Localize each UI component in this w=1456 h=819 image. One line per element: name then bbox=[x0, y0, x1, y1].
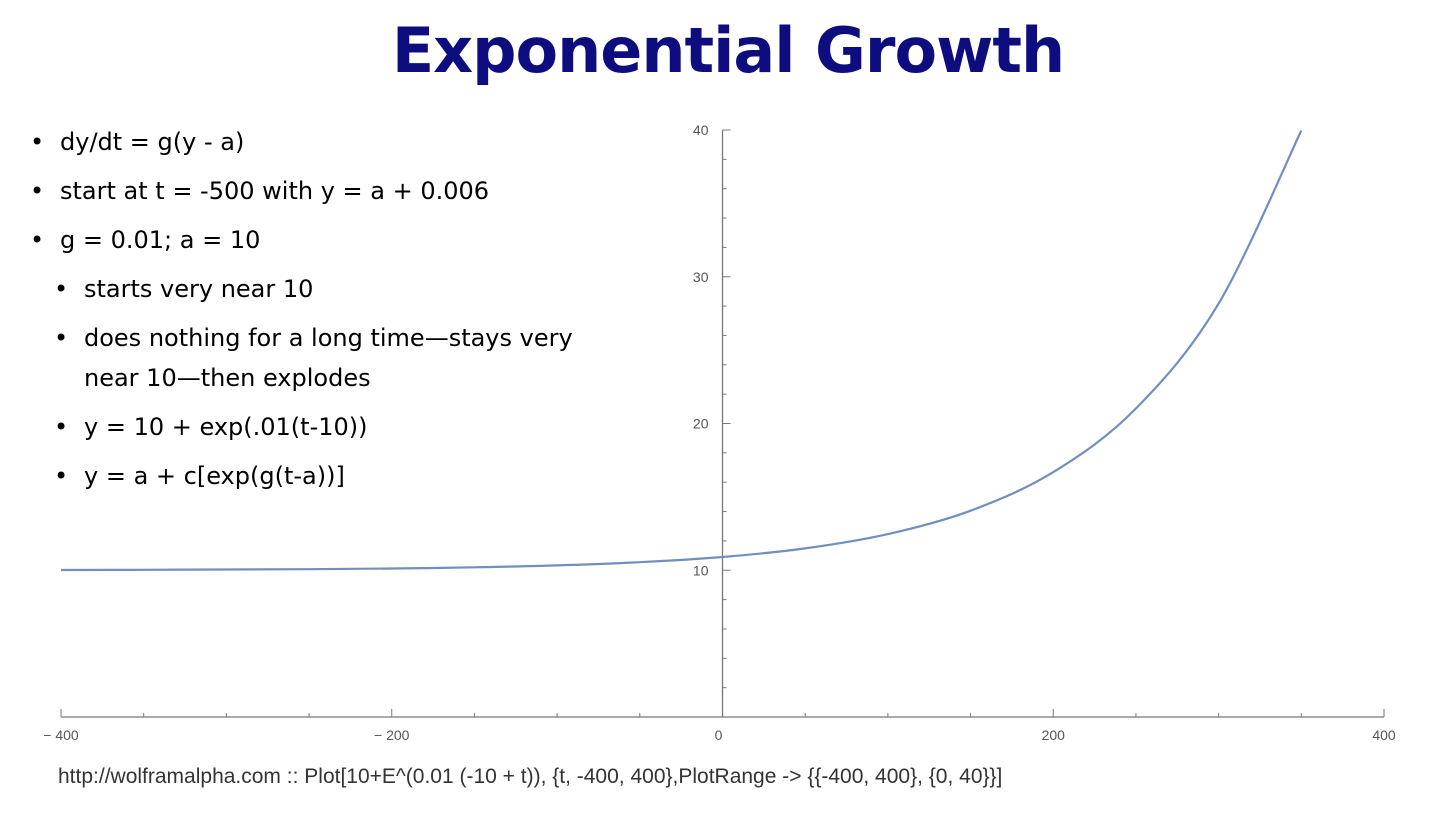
chart-ticks bbox=[60, 129, 1385, 717]
x-tick-label: 200 bbox=[1042, 727, 1066, 743]
sub-bullet-item: y = a + c[exp(g(t-a))] bbox=[30, 456, 650, 496]
chart-tick-labels: − 400 − 200 0 200 400 10 20 30 40 bbox=[43, 122, 1396, 743]
x-tick-label: 400 bbox=[1372, 727, 1396, 743]
sub-bullet-item: starts very near 10 bbox=[30, 269, 650, 309]
source-caption: http://wolframalpha.com :: Plot[10+E^(0.… bbox=[58, 765, 1003, 788]
y-tick-label: 40 bbox=[693, 122, 709, 138]
bullet-item: start at t = -500 with y = a + 0.006 bbox=[30, 171, 650, 211]
y-tick-label: 30 bbox=[693, 269, 709, 285]
x-tick-label: − 400 bbox=[43, 727, 79, 743]
bullet-item: dy/dt = g(y - a) bbox=[30, 122, 650, 162]
sub-bullet-item: does nothing for a long time—stays very … bbox=[30, 318, 624, 398]
series-line bbox=[60, 130, 1303, 572]
sub-bullet-item: y = 10 + exp(.01(t-10)) bbox=[30, 407, 650, 447]
y-tick-label: 20 bbox=[693, 416, 709, 432]
bullet-list: dy/dt = g(y - a) start at t = -500 with … bbox=[30, 122, 650, 505]
slide-title: Exponential Growth bbox=[391, 14, 1065, 87]
x-tick-label: − 200 bbox=[374, 727, 410, 743]
x-tick-label: 0 bbox=[715, 727, 723, 743]
bullet-item: g = 0.01; a = 10 bbox=[30, 220, 650, 260]
y-tick-label: 10 bbox=[693, 562, 709, 578]
